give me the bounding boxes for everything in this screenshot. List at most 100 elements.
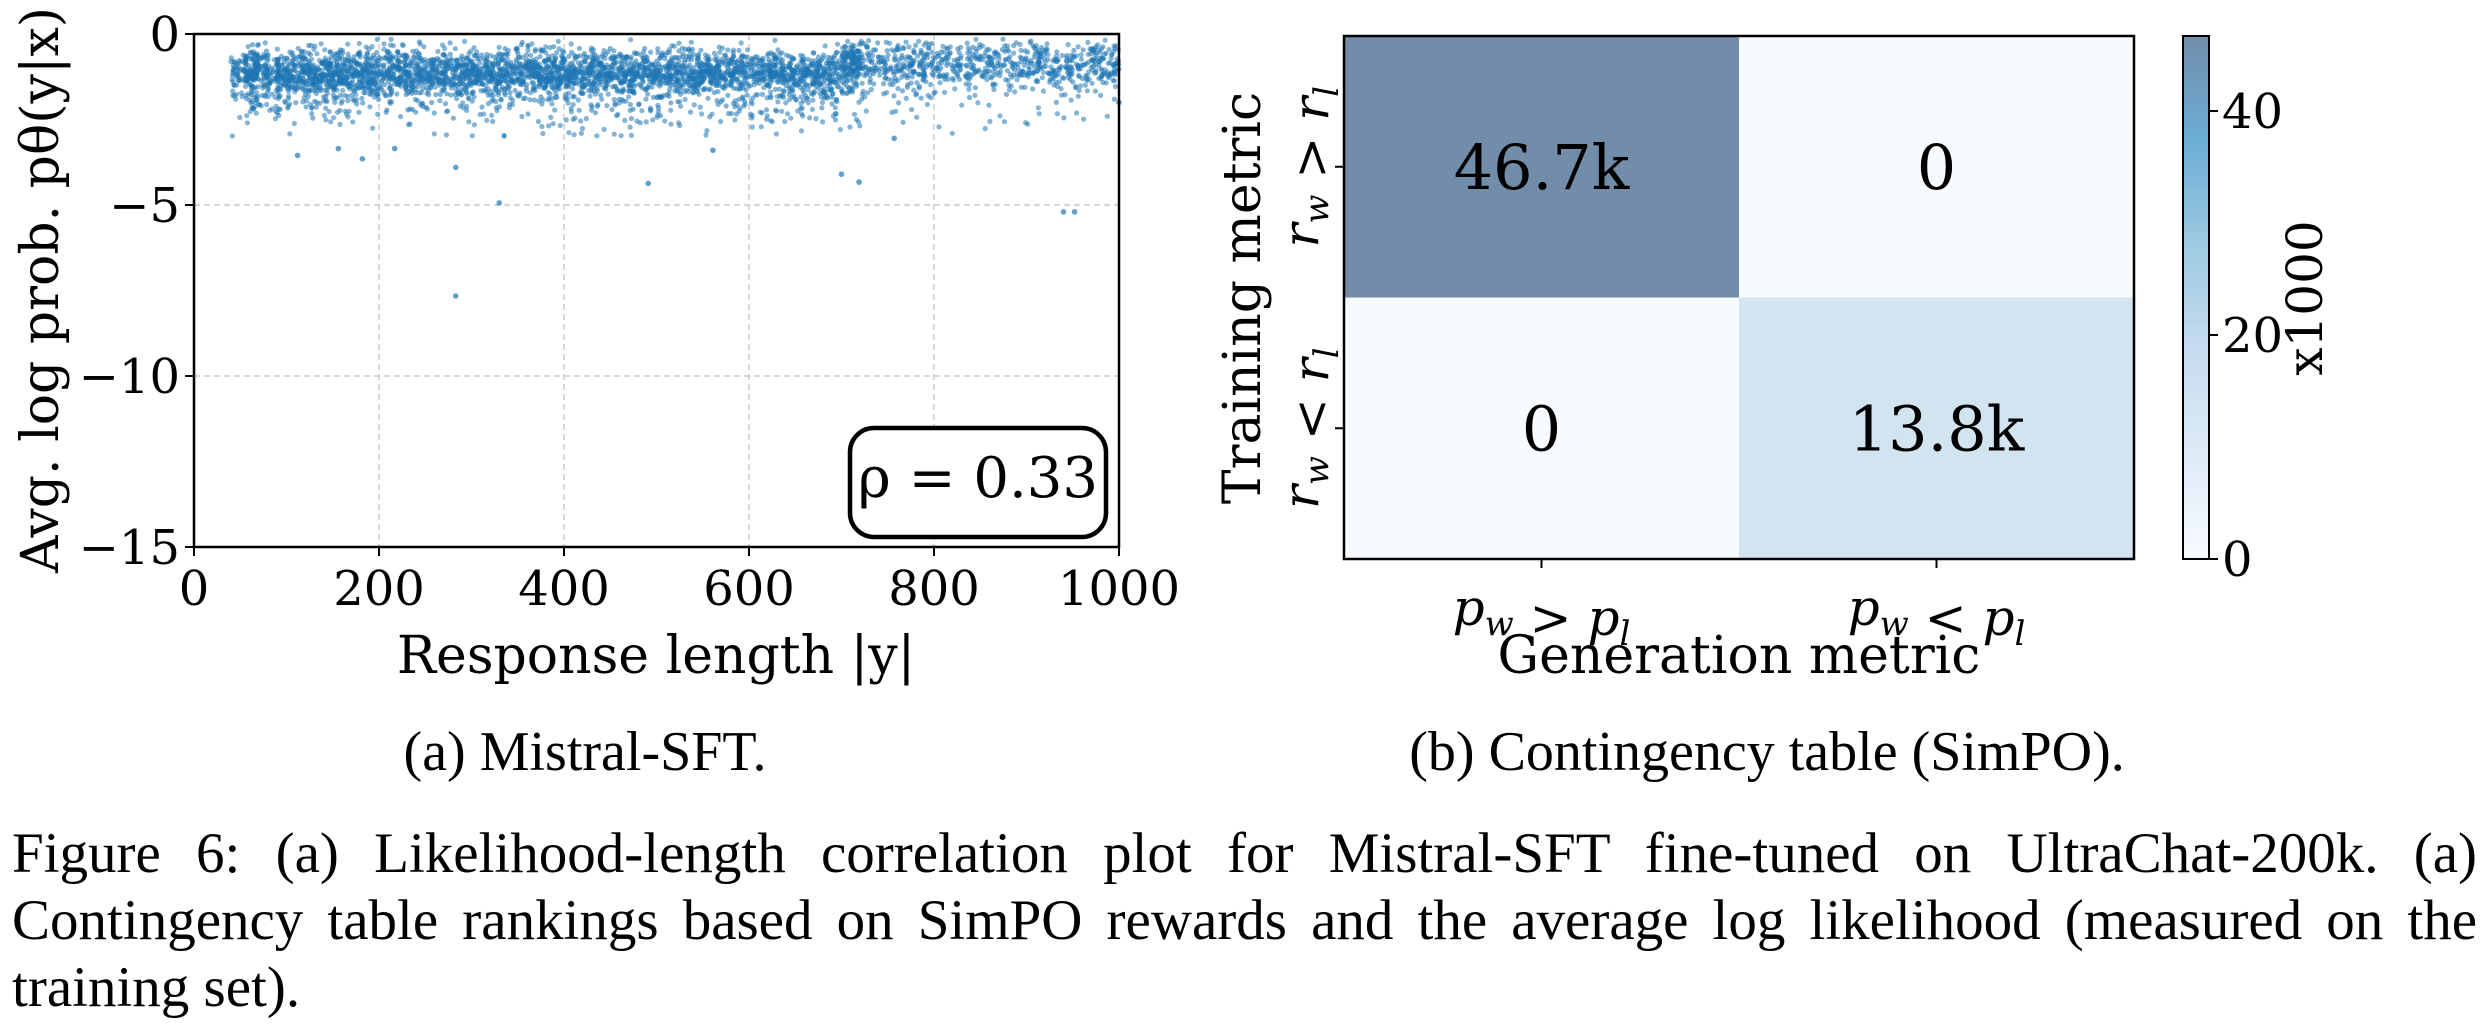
scatter-point [805,100,811,106]
scatter-point [819,100,826,106]
scatter-point [430,79,436,85]
scatter-point [401,71,407,77]
scatter-point [691,64,697,70]
scatter-point [938,60,945,66]
scatter-point [570,102,576,108]
scatter-point [1005,77,1011,83]
scatter-point [771,52,778,58]
scatter-point [779,108,785,114]
scatter-point [258,103,264,109]
scatter-point [643,96,649,102]
scatter-point [364,51,370,57]
scatter-point [745,47,751,53]
scatter-point [418,56,424,62]
scatter-point [640,71,646,77]
scatter-point [1043,63,1049,69]
scatter-point [282,99,288,106]
scatter-point [467,77,473,84]
scatter-point [576,107,582,113]
scatter-point [885,52,891,58]
scatter-point [436,64,442,70]
scatter-point [1063,58,1070,64]
scatter-point [563,84,569,90]
scatter-point [1093,70,1099,76]
scatter-point [916,71,922,78]
scatter-point [479,104,485,110]
scatter-point [300,82,306,88]
scatter-point [503,86,509,92]
scatter-point [875,40,881,46]
scatter-point [680,51,686,57]
scatter-point [489,112,495,118]
scatter-point [594,103,601,109]
scatter-point [1076,87,1082,93]
heatmap-cell [1739,36,2135,298]
scatter-point [356,79,362,85]
scatter-point [664,92,670,98]
scatter-point [528,52,534,59]
scatter-point [707,114,713,120]
scatter-point [793,97,799,103]
scatter-point [501,132,507,139]
scatter-point [936,124,942,130]
scatter-point [560,48,566,54]
scatter-point [381,75,387,81]
scatter-point [390,43,396,49]
y-tick-label: −15 [79,520,180,576]
scatter-point [956,63,962,69]
scatter-point [896,100,902,106]
scatter-point [628,37,634,43]
scatter-point [525,68,532,74]
scatter-point [443,63,449,69]
scatter-point [521,68,527,74]
scatter-point [601,48,607,54]
scatter-point [642,45,648,51]
scatter-point [281,73,287,79]
scatter-point [921,70,927,76]
scatter-point [676,69,682,75]
scatter-outlier-point [335,145,342,152]
x-tick-label: 600 [703,561,795,617]
scatter-point [452,77,458,83]
scatter-point [1052,72,1058,78]
scatter-point [915,53,921,59]
heatmap-cell [1344,36,1740,298]
scatter-point [1038,50,1045,57]
scatter-point [837,126,844,133]
scatter-point [353,91,359,98]
scatter-point [677,99,683,105]
scatter-point [1078,56,1085,62]
scatter-outlier-point [1060,209,1067,215]
scatter-point [235,64,241,70]
scatter-point [619,54,625,61]
scatter-point [828,87,835,93]
scatter-point [363,60,369,66]
scatter-point [231,93,237,99]
scatter-point [833,97,839,103]
scatter-point [560,58,567,64]
scatter-point [525,111,531,117]
scatter-point [715,63,721,69]
scatter-point [571,132,577,138]
scatter-point [895,86,901,92]
scatter-point [557,122,563,129]
scatter-point [1053,99,1059,105]
scatter-point [872,62,878,68]
scatter-point [531,86,537,92]
scatter-point [539,123,545,130]
scatter-point [464,107,470,113]
scatter-point [568,78,574,84]
scatter-point [409,86,415,92]
scatter-point [1017,54,1024,60]
scatter-point [609,62,615,68]
scatter-point [265,94,271,100]
scatter-point [543,44,549,50]
scatter-point [843,77,850,83]
scatter-point [767,77,773,83]
scatter-point [715,101,721,107]
scatter-point [655,46,661,52]
scatter-point [324,77,330,83]
scatter-point [452,81,458,87]
colorbar-label: x1000 [2276,220,2334,375]
